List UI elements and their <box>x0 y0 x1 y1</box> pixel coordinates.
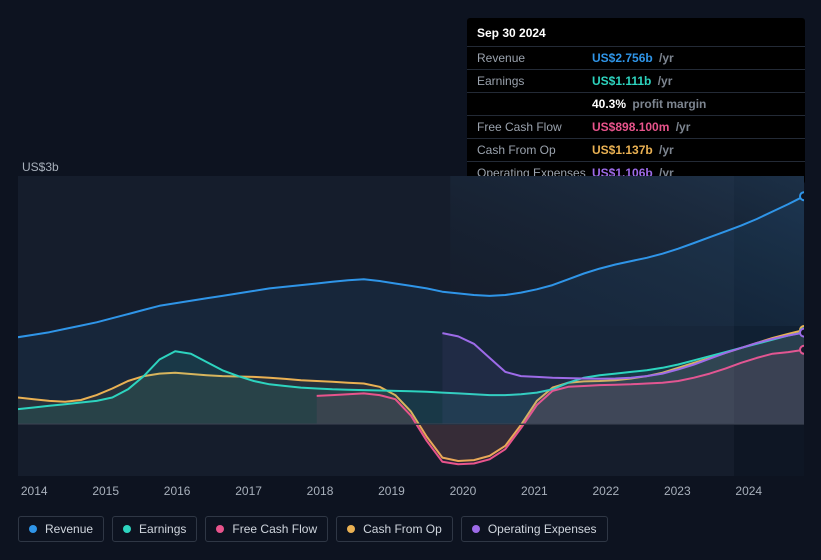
legend-label: Free Cash Flow <box>232 522 317 536</box>
tooltip-row: Cash From OpUS$1.137b /yr <box>467 138 805 161</box>
tooltip-row-label: Cash From Op <box>477 143 592 157</box>
tooltip-row-suffix: /yr <box>654 74 672 88</box>
legend-dot-icon <box>216 525 224 533</box>
tooltip-row-suffix: /yr <box>656 143 674 157</box>
tooltip-row-value: US$1.111b /yr <box>592 74 672 88</box>
tooltip-row-suffix: /yr <box>672 120 690 134</box>
legend-item[interactable]: Free Cash Flow <box>205 516 328 542</box>
tooltip-row: EarningsUS$1.111b /yr <box>467 69 805 92</box>
tooltip-row: 40.3% profit margin <box>467 92 805 115</box>
tooltip-row-value: US$1.137b /yr <box>592 143 674 157</box>
legend-item[interactable]: Revenue <box>18 516 104 542</box>
line-chart[interactable] <box>18 176 804 476</box>
legend-label: Operating Expenses <box>488 522 597 536</box>
legend-item[interactable]: Earnings <box>112 516 197 542</box>
y-axis-label: US$3b <box>22 160 59 174</box>
legend-label: Cash From Op <box>363 522 442 536</box>
tooltip-row: RevenueUS$2.756b /yr <box>467 46 805 69</box>
tooltip-row-value: US$2.756b /yr <box>592 51 674 65</box>
legend-item[interactable]: Cash From Op <box>336 516 453 542</box>
series-end-dot-revenue <box>800 192 804 200</box>
tooltip-row-suffix: profit margin <box>629 97 706 111</box>
legend-dot-icon <box>347 525 355 533</box>
zero-baseline <box>18 424 804 425</box>
series-end-dot-opex <box>800 329 804 337</box>
legend-dot-icon <box>29 525 37 533</box>
tooltip-date: Sep 30 2024 <box>467 18 805 46</box>
tooltip-row-value: US$898.100m /yr <box>592 120 690 134</box>
legend-label: Earnings <box>139 522 186 536</box>
tooltip-row-label: Revenue <box>477 51 592 65</box>
tooltip-row-label: Earnings <box>477 74 592 88</box>
legend-dot-icon <box>472 525 480 533</box>
tooltip-row-suffix: /yr <box>656 51 674 65</box>
tooltip-row-label: Free Cash Flow <box>477 120 592 134</box>
tooltip-row: Free Cash FlowUS$898.100m /yr <box>467 115 805 138</box>
legend-dot-icon <box>123 525 131 533</box>
tooltip-row-value: 40.3% profit margin <box>592 97 706 111</box>
legend-item[interactable]: Operating Expenses <box>461 516 608 542</box>
data-tooltip: Sep 30 2024 RevenueUS$2.756b /yrEarnings… <box>467 18 805 184</box>
legend: Revenue Earnings Free Cash Flow Cash From O… <box>18 516 608 542</box>
legend-label: Revenue <box>45 522 93 536</box>
